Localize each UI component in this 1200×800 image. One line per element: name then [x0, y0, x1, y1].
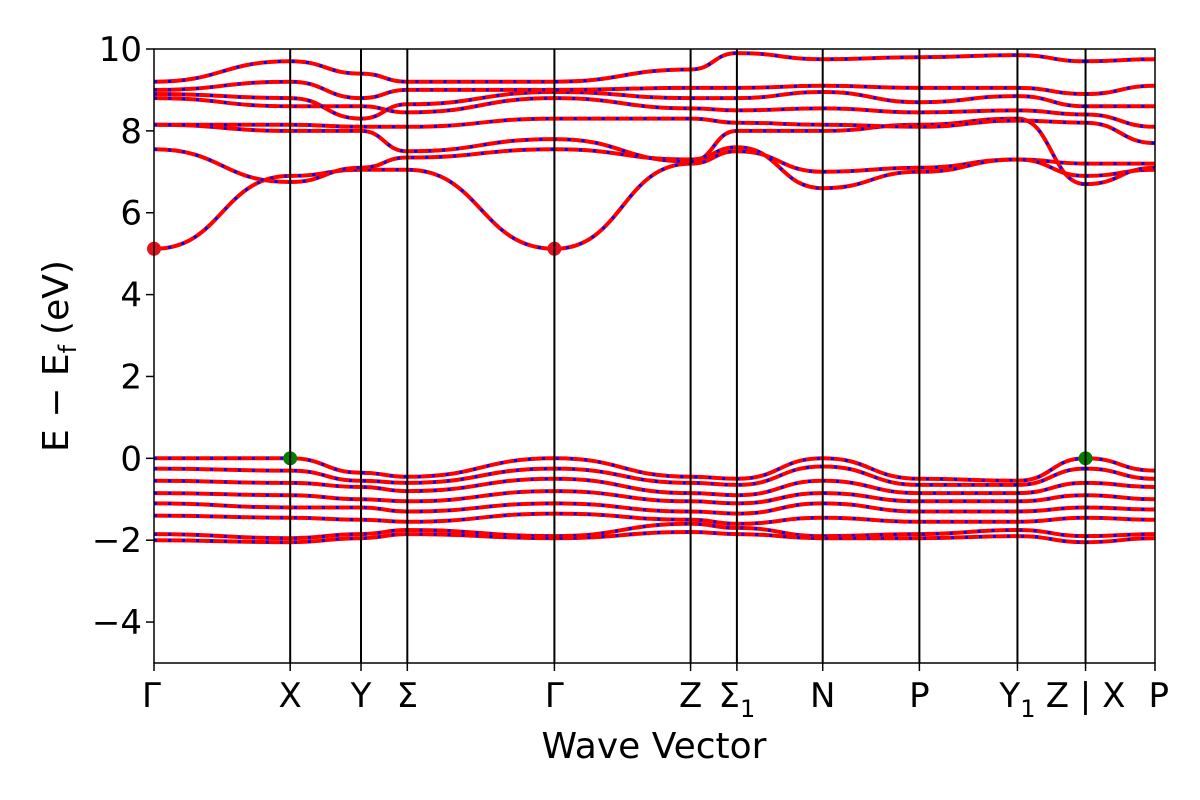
x-tick-label-6: Z — [679, 676, 702, 716]
x-tick-label-7-main: Σ — [719, 676, 740, 716]
band-9-spin-up-segment-1 — [154, 456, 1086, 483]
x-tick-label-9-main: P — [909, 676, 930, 716]
band-6-spin-down-segment-1 — [154, 90, 1086, 121]
x-tick-label-4: Σ — [397, 676, 418, 716]
band-13 — [154, 501, 1155, 516]
band-11-spin-up-segment-2 — [1085, 480, 1155, 489]
x-tick-label-4-main: Σ — [397, 676, 418, 716]
y-tick-label-6: 6 — [120, 194, 142, 234]
x-tick-label-8: N — [810, 676, 835, 716]
band-15-spin-down-segment-1 — [154, 522, 1086, 540]
band-6 — [154, 89, 1155, 121]
y-tick-label-8: 10 — [99, 30, 142, 70]
y-axis-title-main: E − E — [36, 353, 77, 452]
band-10-spin-up-segment-2 — [1085, 466, 1155, 481]
band-5-spin-down-segment-1 — [154, 96, 1086, 116]
kpoint-lines — [289, 49, 1087, 663]
band-12-spin-up-segment-2 — [1085, 493, 1155, 502]
band-11 — [154, 476, 1155, 498]
x-tick-label-7-subscript: 1 — [740, 695, 755, 723]
band-1-spin-up-segment-1 — [154, 149, 1086, 251]
x-tick-label-2-main: X — [279, 676, 302, 716]
bands-layer — [154, 51, 1155, 545]
band-14 — [154, 511, 1155, 526]
band-8 — [154, 51, 1155, 84]
x-tick-label-7: Σ1 — [719, 676, 756, 723]
band-13-spin-down-segment-1 — [154, 501, 1086, 516]
band-10 — [154, 464, 1155, 487]
x-tick-label-12: P — [1148, 676, 1169, 716]
x-tick-label-3: Y — [350, 676, 372, 716]
x-tick-label-10-subscript: 1 — [1020, 695, 1035, 723]
band-4-spin-up-segment-1 — [154, 116, 1086, 129]
band-12-spin-down-segment-1 — [154, 489, 1086, 505]
band-15-spin-up-segment-2 — [1085, 532, 1155, 539]
band-7 — [154, 79, 1155, 101]
band-15 — [154, 521, 1155, 541]
band-5-spin-up-segment-2 — [1085, 112, 1155, 129]
y-tick-label-5: 4 — [120, 276, 142, 316]
band-2 — [154, 145, 1155, 191]
x-tick-label-5: Γ — [545, 676, 564, 716]
x-tick-label-12-main: P — [1148, 676, 1169, 716]
x-tick-label-5-main: Γ — [545, 676, 564, 716]
band-4-spin-up-segment-2 — [1085, 120, 1155, 146]
band-1 — [154, 149, 1155, 251]
x-tick-label-11: Z | X — [1046, 676, 1126, 716]
x-tick-label-1: Γ — [142, 676, 161, 716]
band-5 — [154, 96, 1155, 129]
x-axis-title: Wave Vector — [542, 726, 767, 767]
band-7-spin-up-segment-2 — [1085, 83, 1155, 96]
y-tick-label-1: −4 — [92, 603, 142, 643]
x-tick-label-1-main: Γ — [142, 676, 161, 716]
band-14-spin-up-segment-2 — [1085, 515, 1155, 522]
band-3-spin-up-segment-2 — [1085, 165, 1155, 187]
x-tick-label-2: X — [279, 676, 302, 716]
x-tick-label-3-main: Y — [350, 676, 372, 716]
x-tick-label-11-main: Z | X — [1046, 676, 1126, 716]
band-4 — [154, 116, 1155, 146]
y-tick-label-7: 8 — [120, 112, 142, 152]
y-axis-title: E − Ef (eV) — [36, 260, 82, 452]
band-14-spin-up-segment-1 — [154, 511, 1086, 526]
x-tick-label-8-main: N — [810, 676, 835, 716]
band-3 — [154, 116, 1155, 187]
y-axis-title-subscript: f — [54, 344, 82, 353]
y-axis-title-unit: (eV) — [36, 260, 77, 335]
band-9 — [154, 456, 1155, 483]
band-13-spin-up-segment-2 — [1085, 505, 1155, 512]
plot-frame — [153, 48, 1156, 664]
x-tick-label-6-main: Z — [679, 676, 702, 716]
band-9-spin-up-segment-2 — [1085, 456, 1155, 473]
band-7-spin-down-segment-1 — [154, 80, 1086, 100]
y-ticks: −4 −2 0 2 4 6 8 10 — [92, 30, 154, 643]
band-8-spin-up-segment-2 — [1085, 57, 1155, 64]
y-tick-label-2: −2 — [92, 521, 142, 561]
band-10-spin-down-segment-1 — [154, 464, 1086, 487]
band-8-spin-down-segment-1 — [154, 51, 1086, 84]
band-13-spin-up-segment-1 — [154, 501, 1086, 516]
x-tick-label-9: P — [909, 676, 930, 716]
band-11-spin-up-segment-1 — [154, 476, 1086, 498]
markers-layer — [147, 241, 1093, 466]
band-3-spin-down-segment-1 — [154, 117, 1086, 186]
y-tick-label-3: 0 — [120, 439, 142, 479]
band-16-spin-up-segment-1 — [154, 529, 1086, 545]
band-16-spin-up-segment-2 — [1085, 536, 1155, 545]
band-12 — [154, 489, 1155, 506]
band-16 — [154, 529, 1155, 545]
x-tick-label-10: Y1 — [998, 676, 1035, 723]
x-tick-label-10-main: Y — [998, 676, 1020, 716]
band-8-spin-up-segment-1 — [154, 51, 1086, 84]
y-tick-label-4: 2 — [120, 357, 142, 397]
